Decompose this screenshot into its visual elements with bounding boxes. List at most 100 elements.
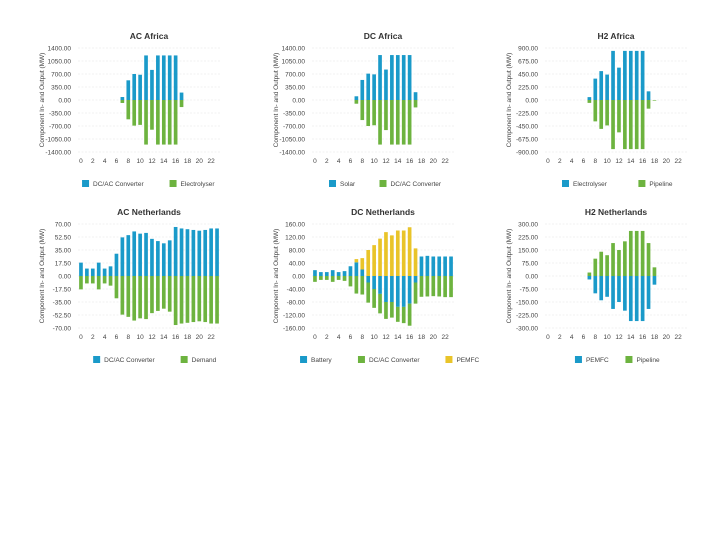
x-tick-label: 12 xyxy=(615,334,623,341)
bar-dc-ac-converter xyxy=(191,229,196,276)
bar-dc-ac-converter xyxy=(114,253,119,276)
bar-electrolyser xyxy=(593,78,598,100)
bar-pemfc xyxy=(360,258,365,270)
bar-battery xyxy=(425,255,430,276)
bar-battery xyxy=(336,272,341,276)
bar-battery xyxy=(366,276,371,283)
bar-dc-ac-converter xyxy=(401,100,406,145)
bar-dc-ac-converter xyxy=(348,276,353,287)
x-tick-label: 4 xyxy=(337,158,341,165)
y-tick-label: 0.00 xyxy=(525,97,538,104)
bar-demand xyxy=(90,276,95,284)
bar-pemfc xyxy=(605,276,609,297)
bar-pemfc xyxy=(593,276,598,294)
bar-electrolyser xyxy=(132,100,137,126)
bar-pipeline xyxy=(599,251,604,276)
x-tick-label: 2 xyxy=(325,158,329,165)
bar-dc-ac-converter xyxy=(401,306,406,324)
y-tick-label: 120.00 xyxy=(285,234,305,241)
y-tick-label: -300.00 xyxy=(516,325,538,332)
chart-title: H2 Africa xyxy=(597,31,634,41)
y-tick-label: 17.50 xyxy=(55,260,72,267)
bar-demand xyxy=(85,276,89,284)
bar-electrolyser xyxy=(634,50,639,100)
legend-swatch xyxy=(562,180,569,187)
legend-label: Pipeline xyxy=(649,181,673,188)
bar-dc-ac-converter xyxy=(132,231,137,276)
x-tick-label: 8 xyxy=(593,334,597,341)
legend-label: DC/AC Converter xyxy=(93,181,144,188)
y-tick-label: 0.00 xyxy=(525,273,538,280)
bar-pipeline xyxy=(646,243,651,276)
bar-dc-ac-converter xyxy=(425,276,430,297)
y-tick-label: 1400.00 xyxy=(282,45,306,52)
bar-demand xyxy=(197,276,202,322)
legend-label: DC/AC Converter xyxy=(391,181,442,188)
x-tick-label: 2 xyxy=(558,334,562,341)
bar-demand xyxy=(179,276,184,324)
bar-pemfc xyxy=(646,276,651,309)
x-tick-label: 20 xyxy=(196,158,204,165)
bar-demand xyxy=(156,276,160,311)
x-tick-label: 14 xyxy=(160,158,168,165)
x-tick-label: 22 xyxy=(208,334,216,341)
x-tick-label: 12 xyxy=(148,334,156,341)
y-axis-label: Component In- and Output (MW) xyxy=(273,229,280,324)
bar-electrolyser xyxy=(646,91,651,100)
bar-pipeline xyxy=(628,230,633,276)
y-axis-label: Component In- and Output (MW) xyxy=(39,53,46,148)
bar-dc-ac-converter xyxy=(161,55,166,100)
bar-demand xyxy=(215,276,219,324)
bar-pemfc xyxy=(652,276,657,285)
x-tick-label: 18 xyxy=(184,158,192,165)
bar-solar xyxy=(372,74,376,100)
y-tick-label: 700.00 xyxy=(285,71,305,78)
bar-pemfc xyxy=(634,276,639,322)
bar-pemfc xyxy=(587,276,592,280)
y-tick-label: 225.00 xyxy=(518,84,538,91)
x-tick-label: 10 xyxy=(137,158,145,165)
chart-svg: H2 Netherlands Component In- and Output (… xyxy=(506,207,687,364)
x-tick-label: 6 xyxy=(349,158,353,165)
bar-dc-ac-converter xyxy=(156,241,160,276)
legend-swatch xyxy=(180,356,188,363)
legend-swatch xyxy=(625,356,633,363)
x-tick-label: 8 xyxy=(593,158,597,165)
bar-dc-ac-converter xyxy=(354,100,359,104)
bar-pipeline xyxy=(652,267,657,276)
bar-demand xyxy=(102,276,107,284)
bar-electrolyser xyxy=(167,100,172,145)
bar-dc-ac-converter xyxy=(313,276,317,282)
y-tick-label: -35.00 xyxy=(53,299,72,306)
chart-h2-africa: H2 Africa Component In- and Output (MW) 90… xyxy=(505,30,720,195)
bar-demand xyxy=(144,276,148,320)
bar-dc-ac-converter xyxy=(185,229,190,276)
bar-pemfc xyxy=(640,276,645,322)
x-tick-label: 8 xyxy=(126,158,130,165)
bar-dc-ac-converter xyxy=(372,100,376,126)
bar-battery xyxy=(342,271,347,276)
bar-electrolyser xyxy=(605,74,609,100)
x-tick-label: 20 xyxy=(430,334,438,341)
bar-dc-ac-converter xyxy=(342,276,347,281)
bar-dc-ac-converter xyxy=(120,237,125,276)
x-tick-label: 8 xyxy=(360,158,364,165)
chart-h2-netherlands: H2 Netherlands Component In- and Output (… xyxy=(505,206,720,371)
x-tick-label: 14 xyxy=(394,158,402,165)
bar-dc-ac-converter xyxy=(390,302,394,318)
y-tick-label: 1050.00 xyxy=(282,58,306,65)
legend-label: PEMFC xyxy=(586,357,609,364)
bar-dc-ac-converter xyxy=(197,230,202,276)
legend-swatch xyxy=(445,356,453,363)
bar-pipeline xyxy=(611,243,615,276)
bar-electrolyser xyxy=(623,50,627,100)
y-tick-label: -350.00 xyxy=(283,110,305,117)
bar-pipeline xyxy=(587,100,592,103)
x-tick-label: 12 xyxy=(382,334,390,341)
bar-dc-ac-converter xyxy=(395,306,400,322)
bar-dc-ac-converter xyxy=(144,55,148,100)
chart-ac-netherlands: AC Netherlands Component In- and Output (… xyxy=(38,206,258,371)
x-tick-label: 16 xyxy=(639,158,647,165)
legend-swatch xyxy=(300,356,308,363)
bar-solar xyxy=(360,79,365,100)
